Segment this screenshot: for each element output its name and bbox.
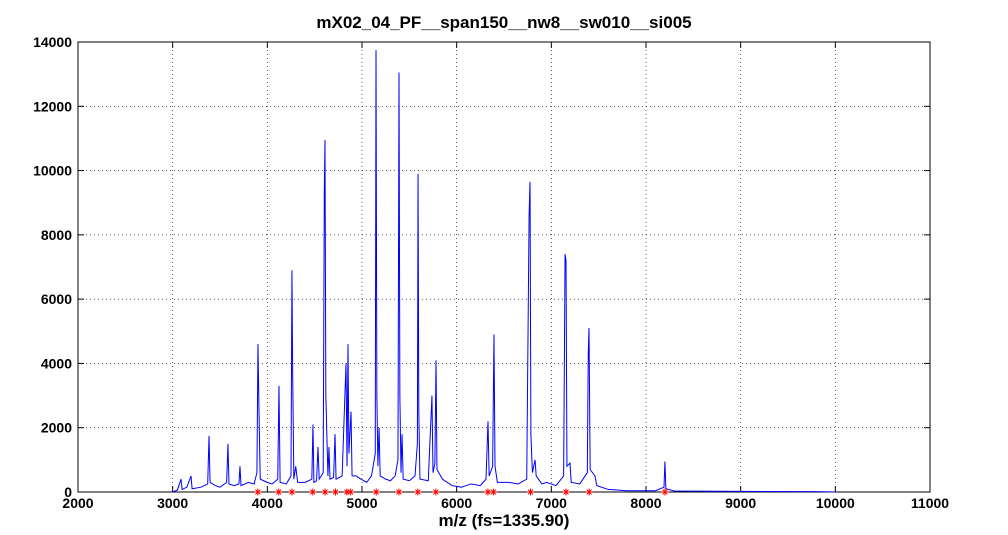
y-tick-label: 0 — [64, 484, 72, 500]
peak-marker — [484, 488, 492, 496]
x-tick-label: 8000 — [630, 495, 661, 511]
x-axis-label: m/z (fs=1335.90) — [439, 511, 570, 530]
y-tick-label: 12000 — [33, 98, 72, 114]
peak-marker — [275, 488, 283, 496]
y-tick-label: 14000 — [33, 34, 72, 50]
x-tick-label: 9000 — [725, 495, 756, 511]
x-tick-label: 2000 — [62, 495, 93, 511]
peak-marker — [254, 488, 262, 496]
peak-marker — [395, 488, 403, 496]
y-tick-label: 10000 — [33, 163, 72, 179]
x-tick-label: 3000 — [157, 495, 188, 511]
peak-marker — [490, 488, 498, 496]
y-tick-label: 8000 — [41, 227, 72, 243]
peak-marker — [321, 488, 329, 496]
peak-marker — [414, 488, 422, 496]
x-tick-label: 11000 — [911, 495, 949, 511]
peak-marker — [343, 488, 351, 496]
chart-title: mX02_04_PF__span150__nw8__sw010__si005 — [316, 13, 691, 32]
x-tick-label: 7000 — [536, 495, 567, 511]
y-tick-label: 6000 — [41, 291, 72, 307]
peak-marker — [661, 488, 669, 496]
peak-marker — [432, 488, 440, 496]
spectrum-line — [172, 50, 836, 493]
y-tick-label: 4000 — [41, 355, 72, 371]
peak-marker — [347, 488, 355, 496]
x-tick-label: 4000 — [252, 495, 283, 511]
peak-marker — [527, 488, 535, 496]
plot-frame — [77, 41, 931, 493]
peak-marker — [585, 488, 593, 496]
x-tick-label: 10000 — [816, 495, 855, 511]
peak-marker — [331, 488, 339, 496]
peak-marker — [288, 488, 296, 496]
y-tick-label: 2000 — [41, 420, 72, 436]
x-tick-label: 6000 — [441, 495, 472, 511]
x-tick-label: 5000 — [346, 495, 377, 511]
peak-marker — [372, 488, 380, 496]
peak-marker — [309, 488, 317, 496]
peak-marker — [562, 488, 570, 496]
